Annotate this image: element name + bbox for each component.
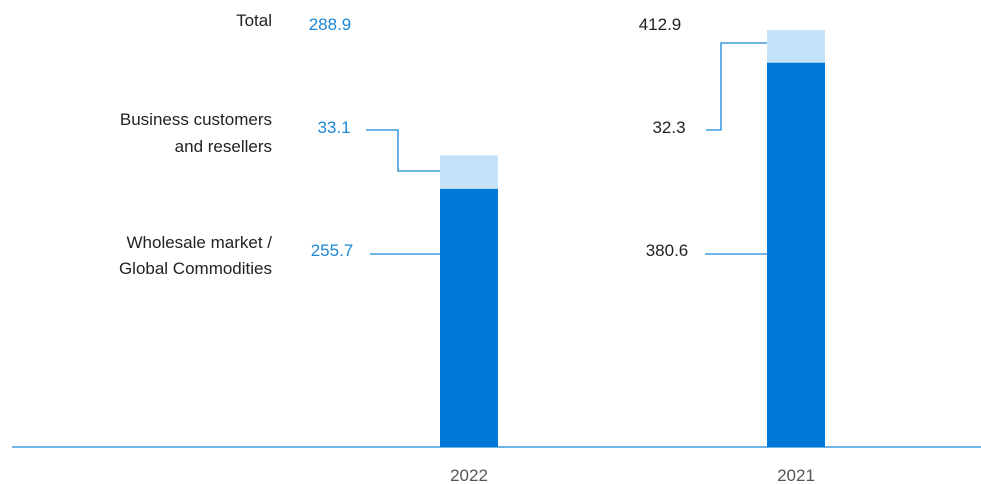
x-tick-label-2022: 2022 xyxy=(450,466,488,484)
value-2022-wholesale: 255.7 xyxy=(311,241,354,260)
legend-label-1-line-0: Business customers xyxy=(120,110,272,129)
legend-label-2-line-1: Global Commodities xyxy=(119,259,272,278)
bar-2021-series-0 xyxy=(767,62,825,448)
legend-label-2-line-0: Wholesale market / xyxy=(127,233,273,252)
bar-2022-series-0 xyxy=(440,188,498,447)
leader-line-2022-business-customers xyxy=(366,129,440,172)
bar-2022-series-1 xyxy=(440,155,498,189)
value-2021-wholesale: 380.6 xyxy=(646,241,689,260)
total-value-2022: 288.9 xyxy=(309,15,352,34)
legend-label-0-line-0: Total xyxy=(236,11,272,30)
leader-line-2021-business-customers xyxy=(706,42,767,131)
legend-label-1-line-1: and resellers xyxy=(175,137,272,156)
value-2021-business-customers: 32.3 xyxy=(652,118,685,137)
total-value-2021: 412.9 xyxy=(639,15,682,34)
x-tick-label-2021: 2021 xyxy=(777,466,815,484)
bar-2021-series-1 xyxy=(767,30,825,63)
value-2022-business-customers: 33.1 xyxy=(317,118,350,137)
